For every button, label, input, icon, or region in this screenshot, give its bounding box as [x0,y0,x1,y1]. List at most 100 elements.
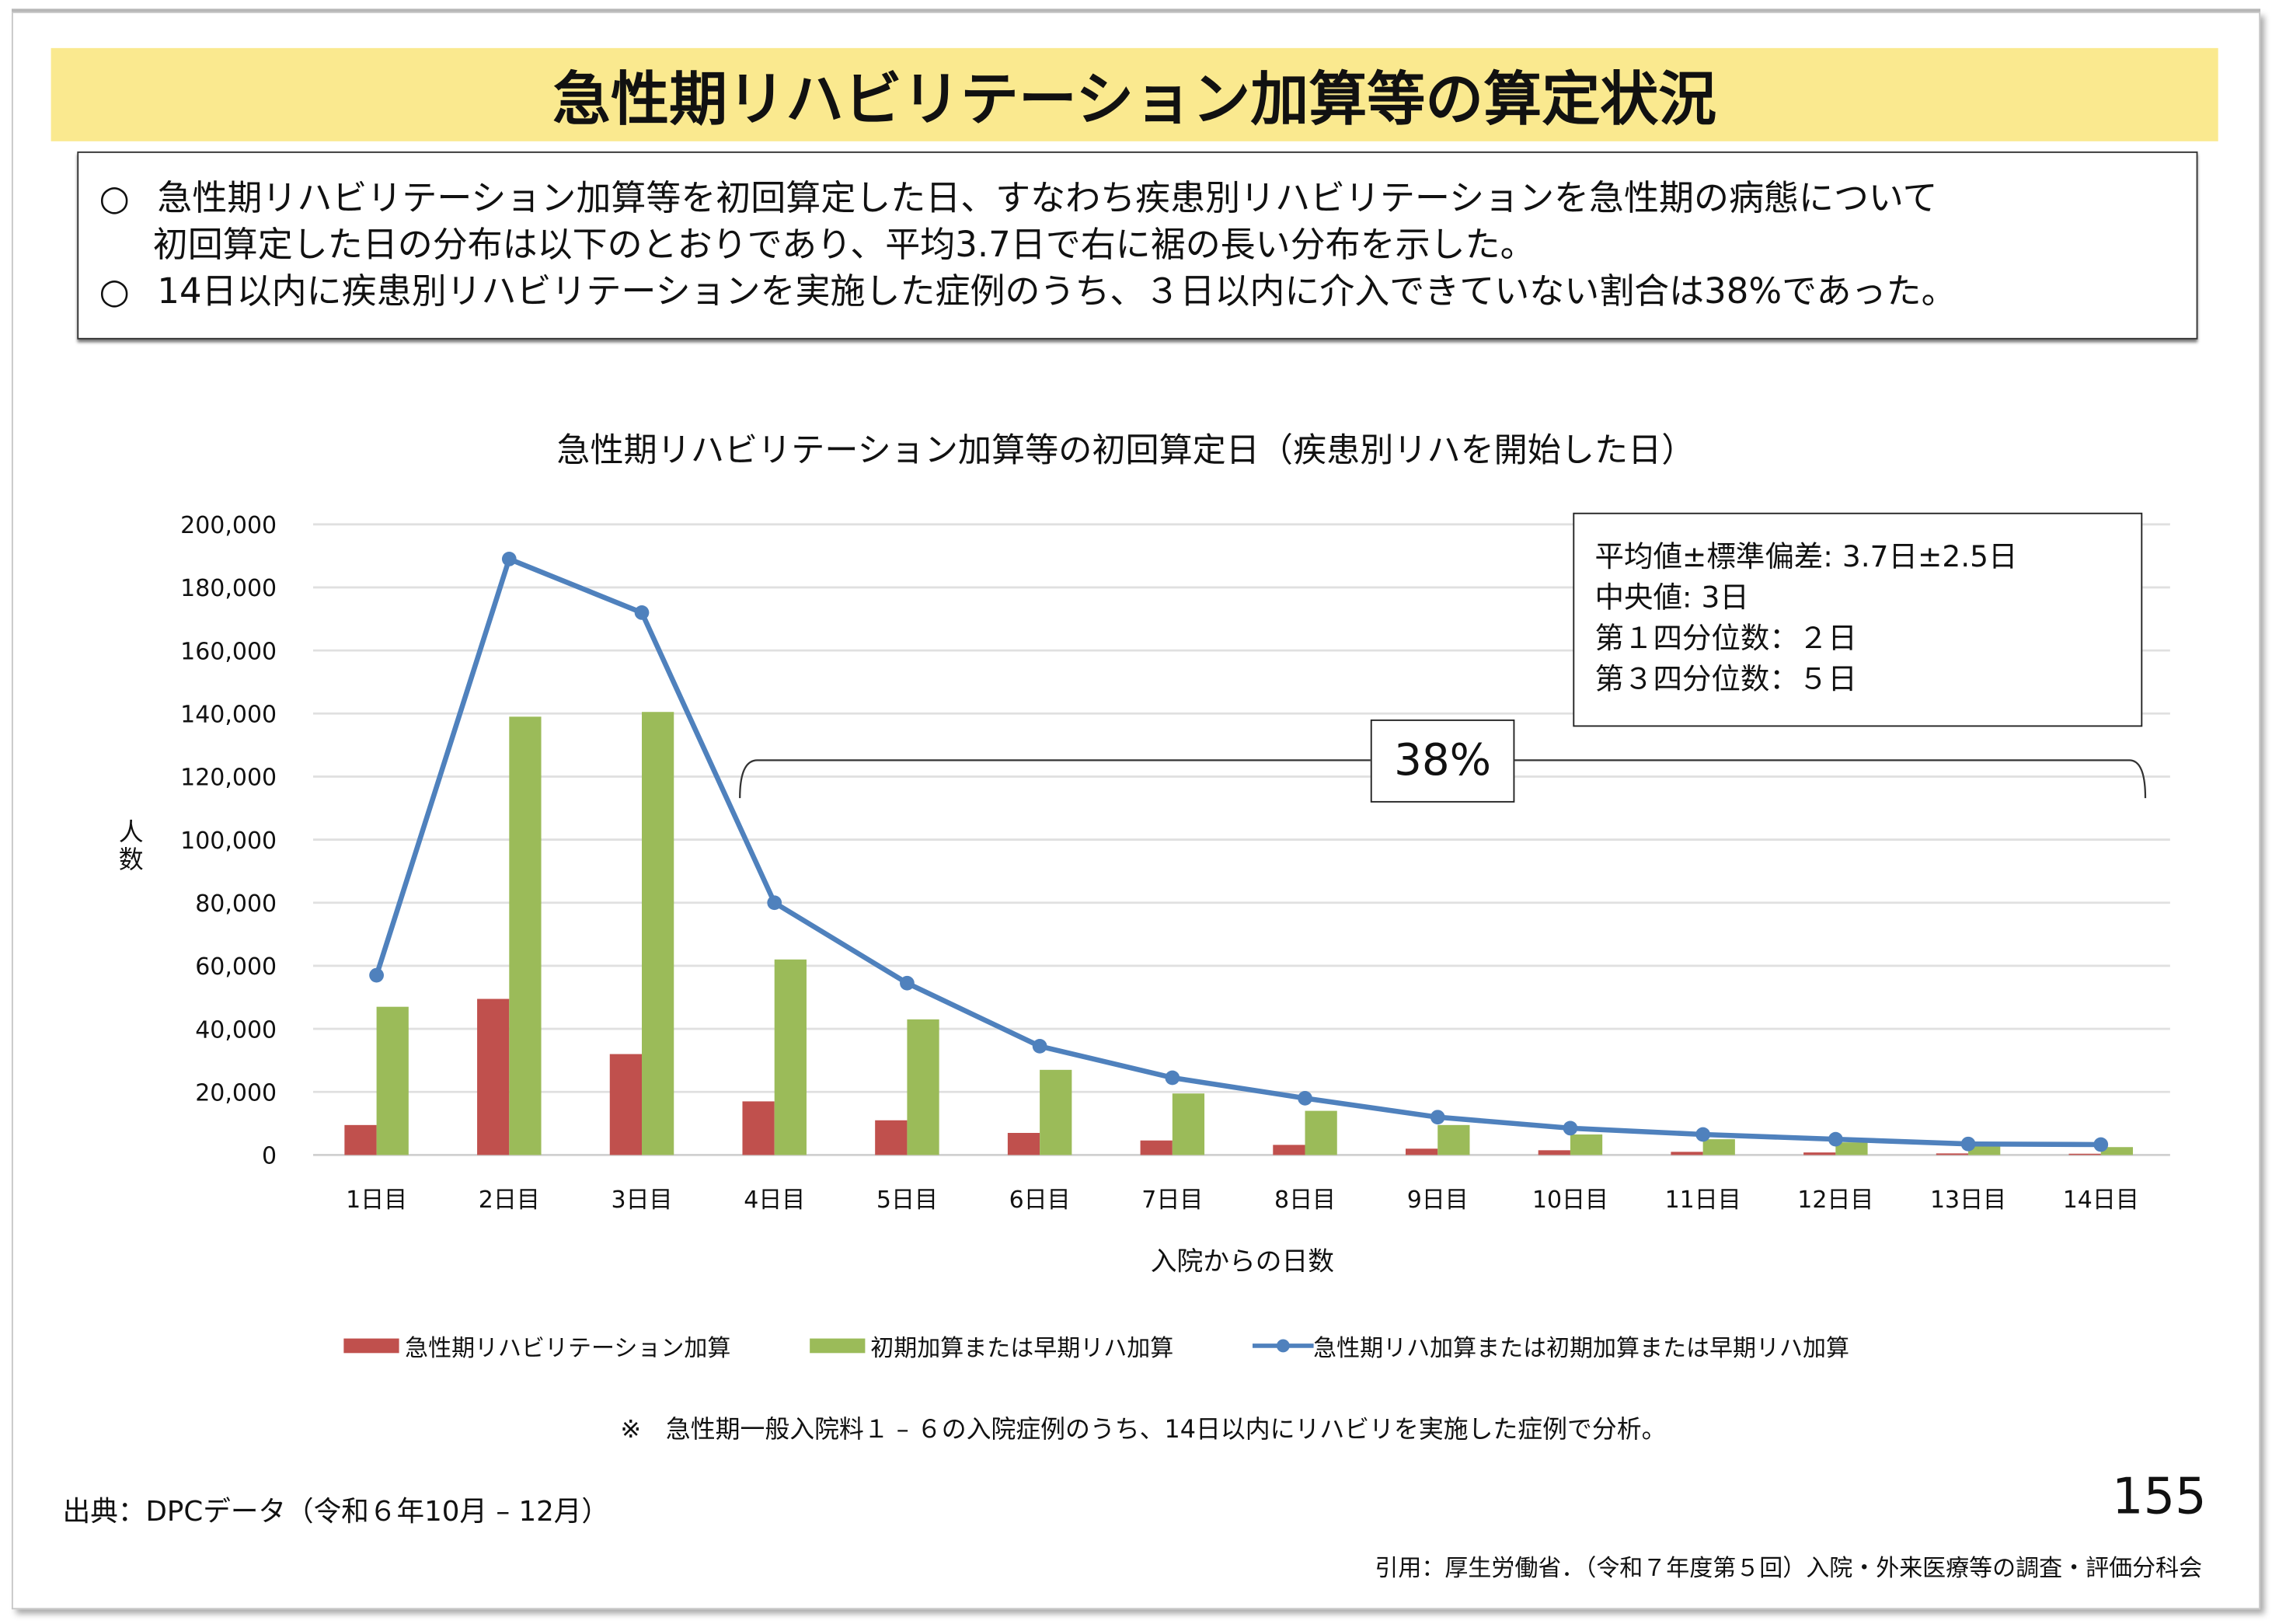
x-tick-label: 5日目 [876,1187,938,1214]
bar-green [907,1019,939,1155]
x-tick-label: 6日目 [1009,1187,1071,1214]
percent-callout: 38% [1370,719,1515,803]
bracket-38-percent [739,759,2147,799]
analysis-note: ※ 急性期一般入院料１ – ６の入院症例のうち、14日以内にリハビリを実施した症… [620,1415,1667,1445]
bullet-text: 14日以内に疾患別リハビリテーションを実施した症例のうち、３日以内に介入できてい… [157,270,1957,312]
legend-swatch-green [809,1338,865,1354]
y-tick-label: 0 [262,1143,277,1170]
bar-red [2068,1153,2101,1155]
x-tick-label: 1日目 [346,1187,407,1214]
legend-label: 急性期リハビリテーション加算 [405,1333,731,1362]
bar-red [344,1124,377,1155]
stats-box: 平均値±標準偏差: 3.7日±2.5日 中央値: 3日 第１四分位数：２日 第３… [1573,512,2143,727]
line-point [900,975,915,991]
series-line [374,556,2101,1148]
bar-red [1936,1153,1969,1155]
source-text: 出典：DPCデータ（令和６年10月 – 12月） [62,1496,610,1528]
chart-title: 急性期リハビリテーション加算等の初回算定日（疾患別リハを開始した日） [556,432,1695,471]
bar-green [1172,1093,1205,1155]
y-tick-label: 180,000 [180,575,277,602]
line-point [1032,1039,1047,1054]
bullet-circle-icon: ○ [99,177,130,219]
legend-item-blue: 急性期リハ加算または初期加算または早期リハ加算 [1252,1328,1849,1363]
line-point [1960,1136,1976,1152]
y-axis-title: 人数 [118,818,144,876]
summary-bullet-1: ○ 急性期リハビリテーション加算等を初回算定した日、すなわち疾患別リハビリテーシ… [99,175,2196,221]
line-point [1828,1131,1843,1147]
y-tick-label: 200,000 [180,512,277,539]
line-point [634,605,650,620]
bar-red [1405,1148,1438,1155]
bar-red [1273,1145,1305,1155]
stat-mean-sd: 平均値±標準偏差: 3.7日±2.5日 [1594,538,2018,574]
bar-green [1437,1124,1470,1155]
citation: 引用：厚生労働省．（令和７年度第５回）入院・外来医療等の調査・評価分科会 [1375,1553,2203,1582]
bar-green [1968,1145,2001,1155]
bar-green [1835,1142,1868,1155]
legend-label: 急性期リハ加算または初期加算または早期リハ加算 [1313,1333,1849,1362]
stat-median: 中央値: 3日 [1594,580,1749,615]
title-bar: 急性期リハビリテーション加算等の算定状況 [51,47,2218,141]
bar-green [376,1006,409,1155]
line-point [1165,1070,1180,1086]
stat-q3: 第３四分位数：５日 [1594,660,1857,696]
legend-line-marker-icon [1252,1339,1314,1353]
line-point [1695,1127,1711,1142]
bar-red [1007,1132,1040,1155]
y-tick-label: 120,000 [180,765,277,792]
page-title: 急性期リハビリテーション加算等の算定状況 [552,67,1717,134]
line-point [369,967,384,983]
y-tick-label: 60,000 [195,953,277,981]
bar-green [1702,1139,1735,1155]
bar-red [1140,1140,1173,1155]
bullet-circle-icon: ○ [99,270,130,312]
x-tick-label: 11日目 [1665,1187,1741,1214]
x-tick-label: 2日目 [479,1187,540,1214]
bar-red [477,998,510,1155]
bar-green [2100,1147,2133,1155]
page-number: 155 [2112,1468,2207,1527]
bar-green [1040,1069,1072,1155]
bar-red [1538,1150,1570,1155]
line-point [1298,1090,1312,1106]
bar-red [1803,1152,1836,1155]
bar-green [509,716,542,1155]
x-tick-label: 14日目 [2063,1187,2139,1214]
line-point [1563,1120,1578,1136]
x-tick-label: 12日目 [1797,1187,1873,1214]
bar-red [609,1054,643,1155]
legend-swatch-red [343,1338,399,1354]
bar-red [1671,1152,1703,1155]
line-point [2093,1137,2109,1152]
y-tick-label: 40,000 [195,1016,277,1044]
y-tick-label: 160,000 [180,638,277,665]
legend: 急性期リハビリテーション加算 初期加算または早期リハ加算 急性期リハ加算または初… [343,1328,1928,1363]
x-tick-label: 13日目 [1930,1187,2006,1214]
y-tick-label: 80,000 [195,890,277,918]
bar-green [1305,1110,1337,1155]
summary-bullet-2: ○ 14日以内に疾患別リハビリテーションを実施した症例のうち、３日以内に介入でき… [99,268,2196,315]
bar-green [642,712,674,1155]
y-tick-label: 140,000 [180,702,277,729]
bar-red [742,1101,775,1155]
line-point [1430,1110,1445,1125]
x-tick-label: 7日目 [1141,1187,1203,1214]
bar-green [774,959,807,1155]
bullet-text-continued: 初回算定した日の分布は以下のとおりであり、平均3.7日で右に裾の長い分布を示した… [152,224,1535,266]
legend-label: 初期加算または早期リハ加算 [870,1333,1174,1362]
line-point [767,895,782,911]
line-point [501,552,517,566]
percent-label: 38% [1394,735,1492,787]
legend-item-green: 初期加算または早期リハ加算 [809,1328,1174,1363]
bullet-text: 急性期リハビリテーション加算等を初回算定した日、すなわち疾患別リハビリテーション… [157,177,1938,219]
legend-item-red: 急性期リハビリテーション加算 [343,1328,730,1363]
y-tick-label: 100,000 [180,828,277,855]
bar-red [875,1120,908,1155]
x-tick-label: 4日目 [744,1187,805,1214]
x-tick-label: 8日目 [1274,1187,1336,1214]
x-tick-label: 9日目 [1407,1187,1469,1214]
x-axis-title: 入院からの日数 [1150,1246,1334,1277]
summary-box: ○ 急性期リハビリテーション加算等を初回算定した日、すなわち疾患別リハビリテーシ… [77,151,2198,340]
x-tick-label: 3日目 [611,1187,672,1214]
y-tick-label: 20,000 [195,1079,277,1106]
